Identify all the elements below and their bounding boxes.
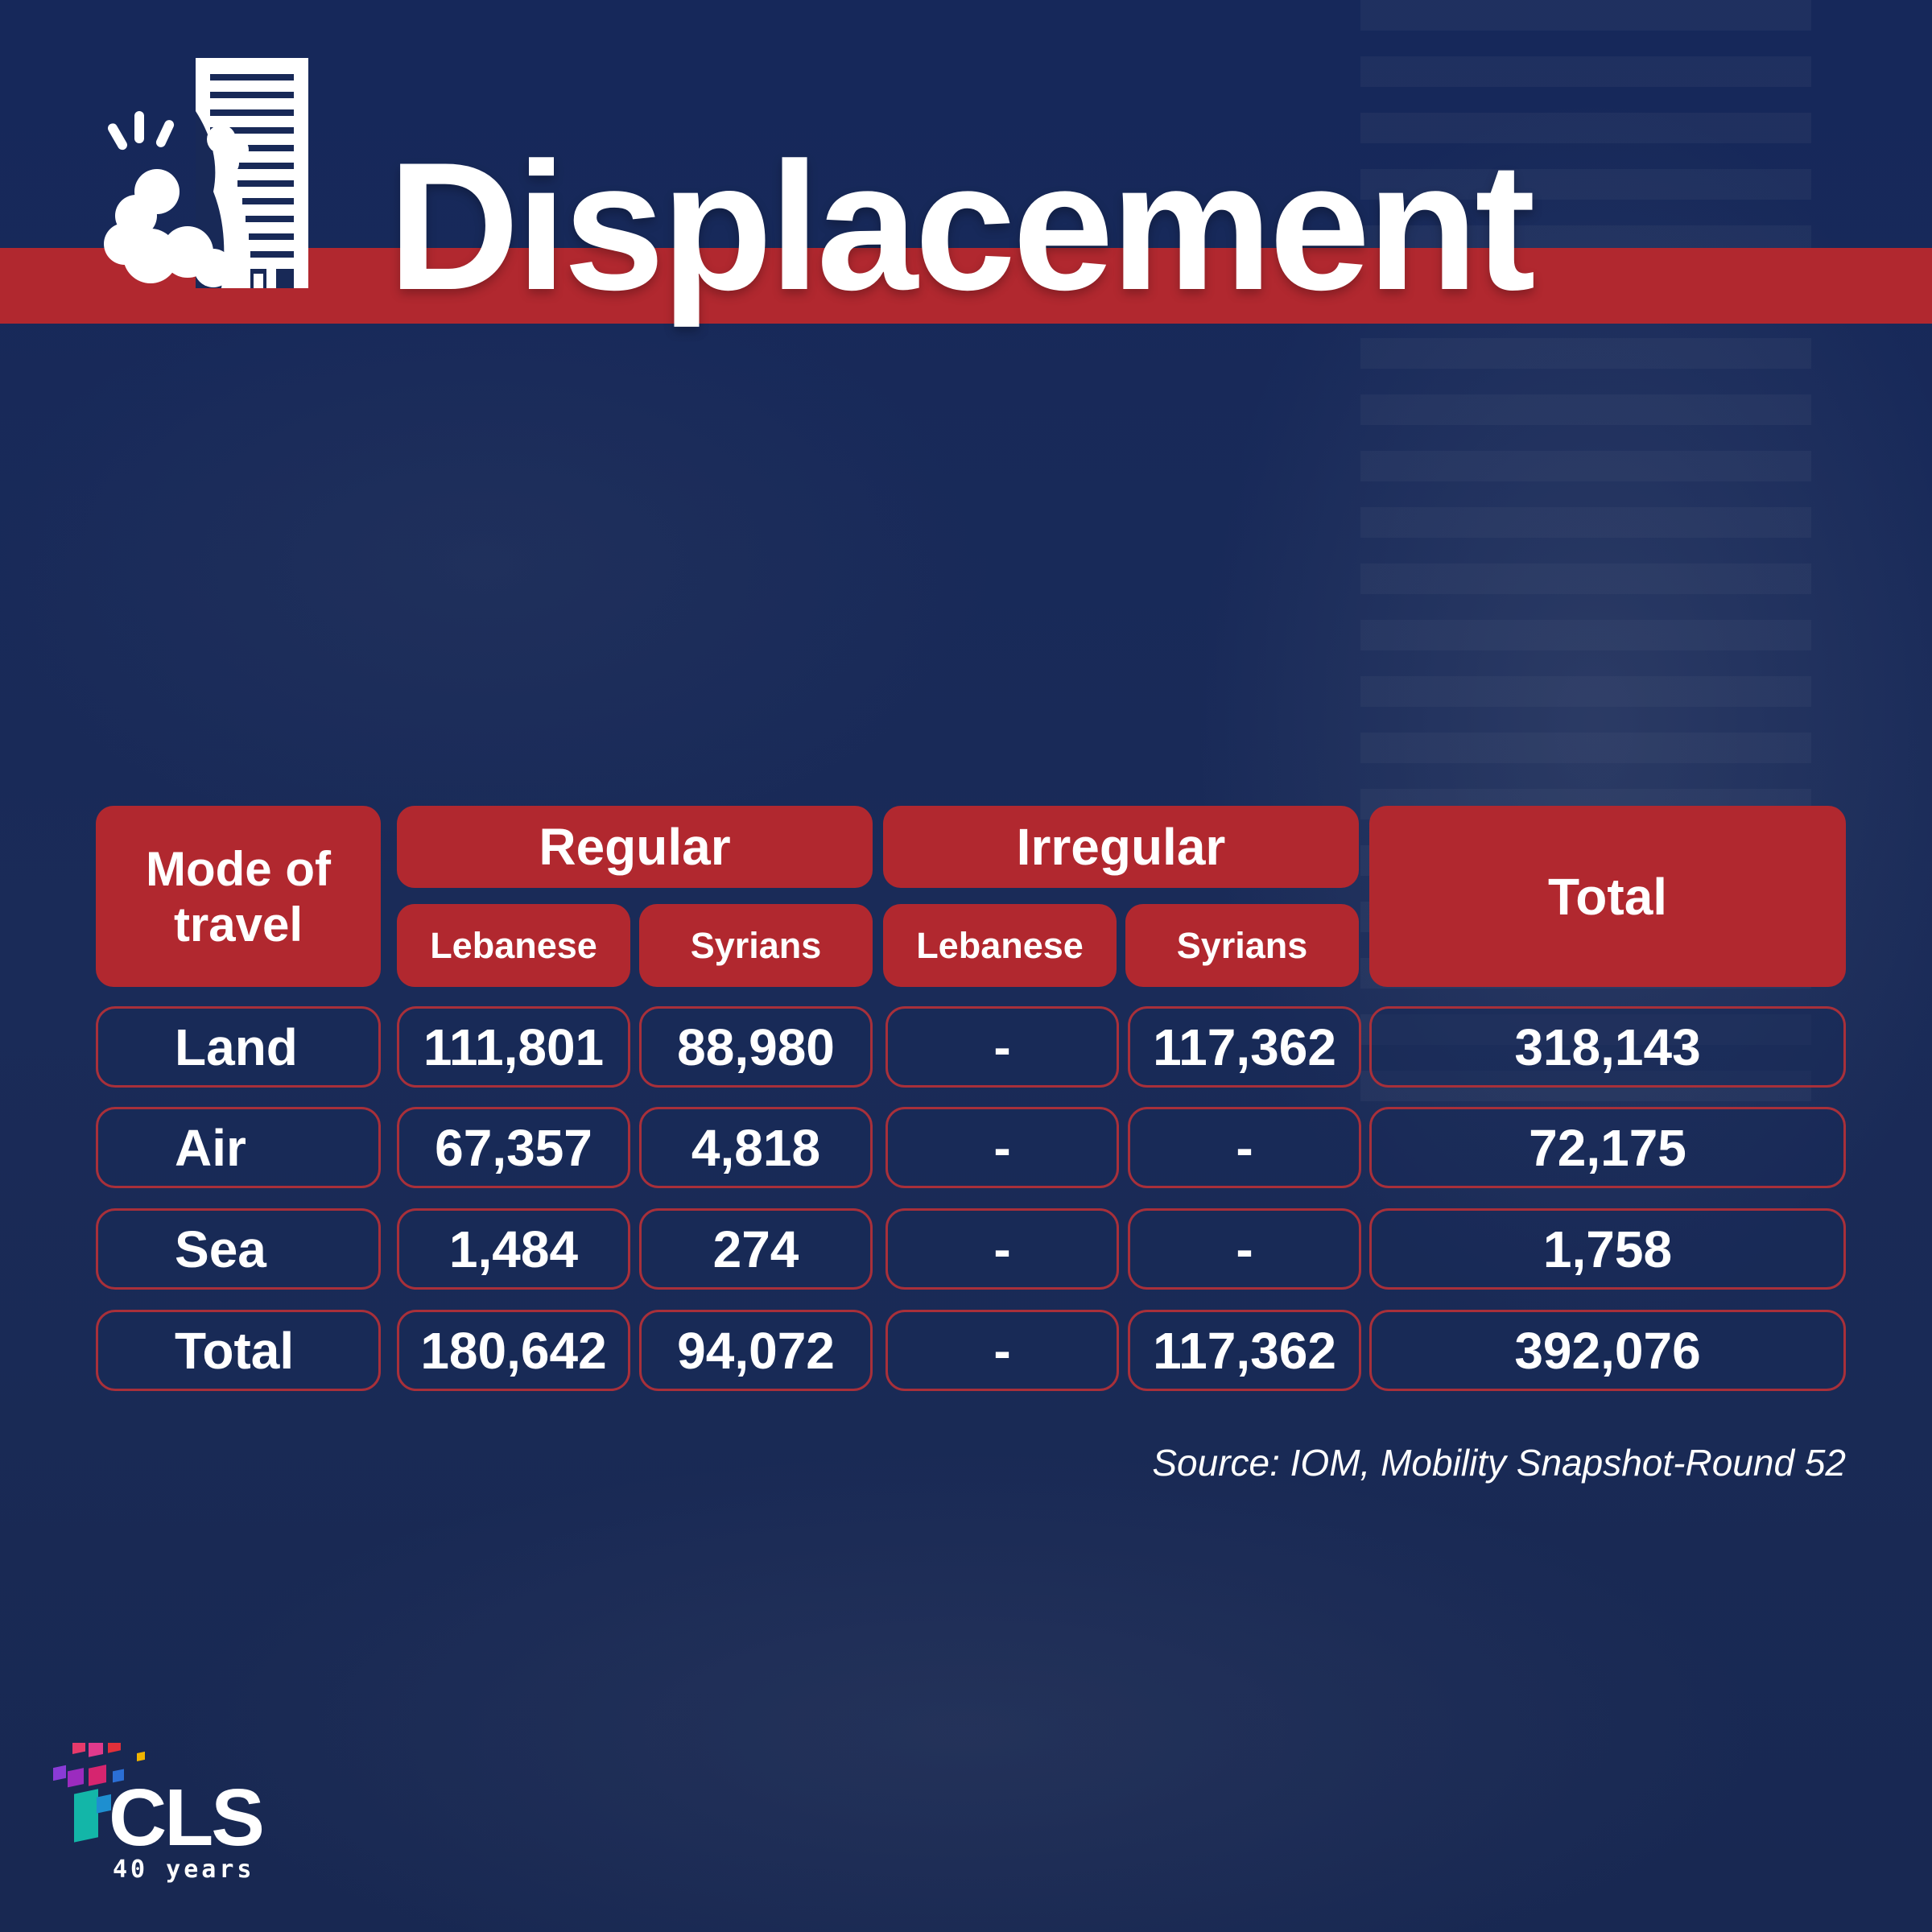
air-irregular-syrians: - [1128, 1107, 1361, 1188]
total-regular-lebanese: 180,642 [397, 1310, 630, 1391]
air-regular-lebanese: 67,357 [397, 1107, 630, 1188]
regular-lebanese-header: Lebanese [397, 904, 630, 987]
sea-regular-lebanese: 1,484 [397, 1208, 630, 1290]
land-regular-lebanese: 111,801 [397, 1006, 630, 1088]
total-irregular-lebanese: - [886, 1310, 1119, 1391]
row-label-air: Air [96, 1107, 381, 1188]
sea-regular-syrians: 274 [639, 1208, 873, 1290]
row-label-land: Land [96, 1006, 381, 1088]
row-label-sea: Sea [96, 1208, 381, 1290]
land-total: 318,143 [1369, 1006, 1846, 1088]
row-label-total: Total [96, 1310, 381, 1391]
total-irregular-syrians: 117,362 [1128, 1310, 1361, 1391]
total-header: Total [1369, 806, 1846, 987]
irregular-group-header: Irregular [883, 806, 1359, 888]
page-title: Displacement [388, 124, 1536, 328]
air-irregular-lebanese: - [886, 1107, 1119, 1188]
regular-group-header: Regular [397, 806, 873, 888]
sea-total: 1,758 [1369, 1208, 1846, 1290]
title-band [0, 248, 1932, 324]
logo-name: CLS [109, 1773, 265, 1863]
irregular-syrians-header: Syrians [1125, 904, 1359, 987]
regular-syrians-header: Syrians [639, 904, 873, 987]
cls-logo-icon [53, 1743, 145, 1843]
air-regular-syrians: 4,818 [639, 1107, 873, 1188]
land-irregular-syrians: 117,362 [1128, 1006, 1361, 1088]
air-total: 72,175 [1369, 1107, 1846, 1188]
total-regular-syrians: 94,072 [639, 1310, 873, 1391]
logo-subtitle: 40 years [113, 1856, 255, 1884]
sea-irregular-syrians: - [1128, 1208, 1361, 1290]
irregular-lebanese-header: Lebanese [883, 904, 1117, 987]
land-regular-syrians: 88,980 [639, 1006, 873, 1088]
source-note: Source: IOM, Mobility Snapshot-Round 52 [1152, 1442, 1846, 1484]
mode-of-travel-header: Mode of travel [96, 806, 381, 987]
grand-total: 392,076 [1369, 1310, 1846, 1391]
sea-irregular-lebanese: - [886, 1208, 1119, 1290]
collapsing-building-icon [104, 58, 308, 288]
land-irregular-lebanese: - [886, 1006, 1119, 1088]
